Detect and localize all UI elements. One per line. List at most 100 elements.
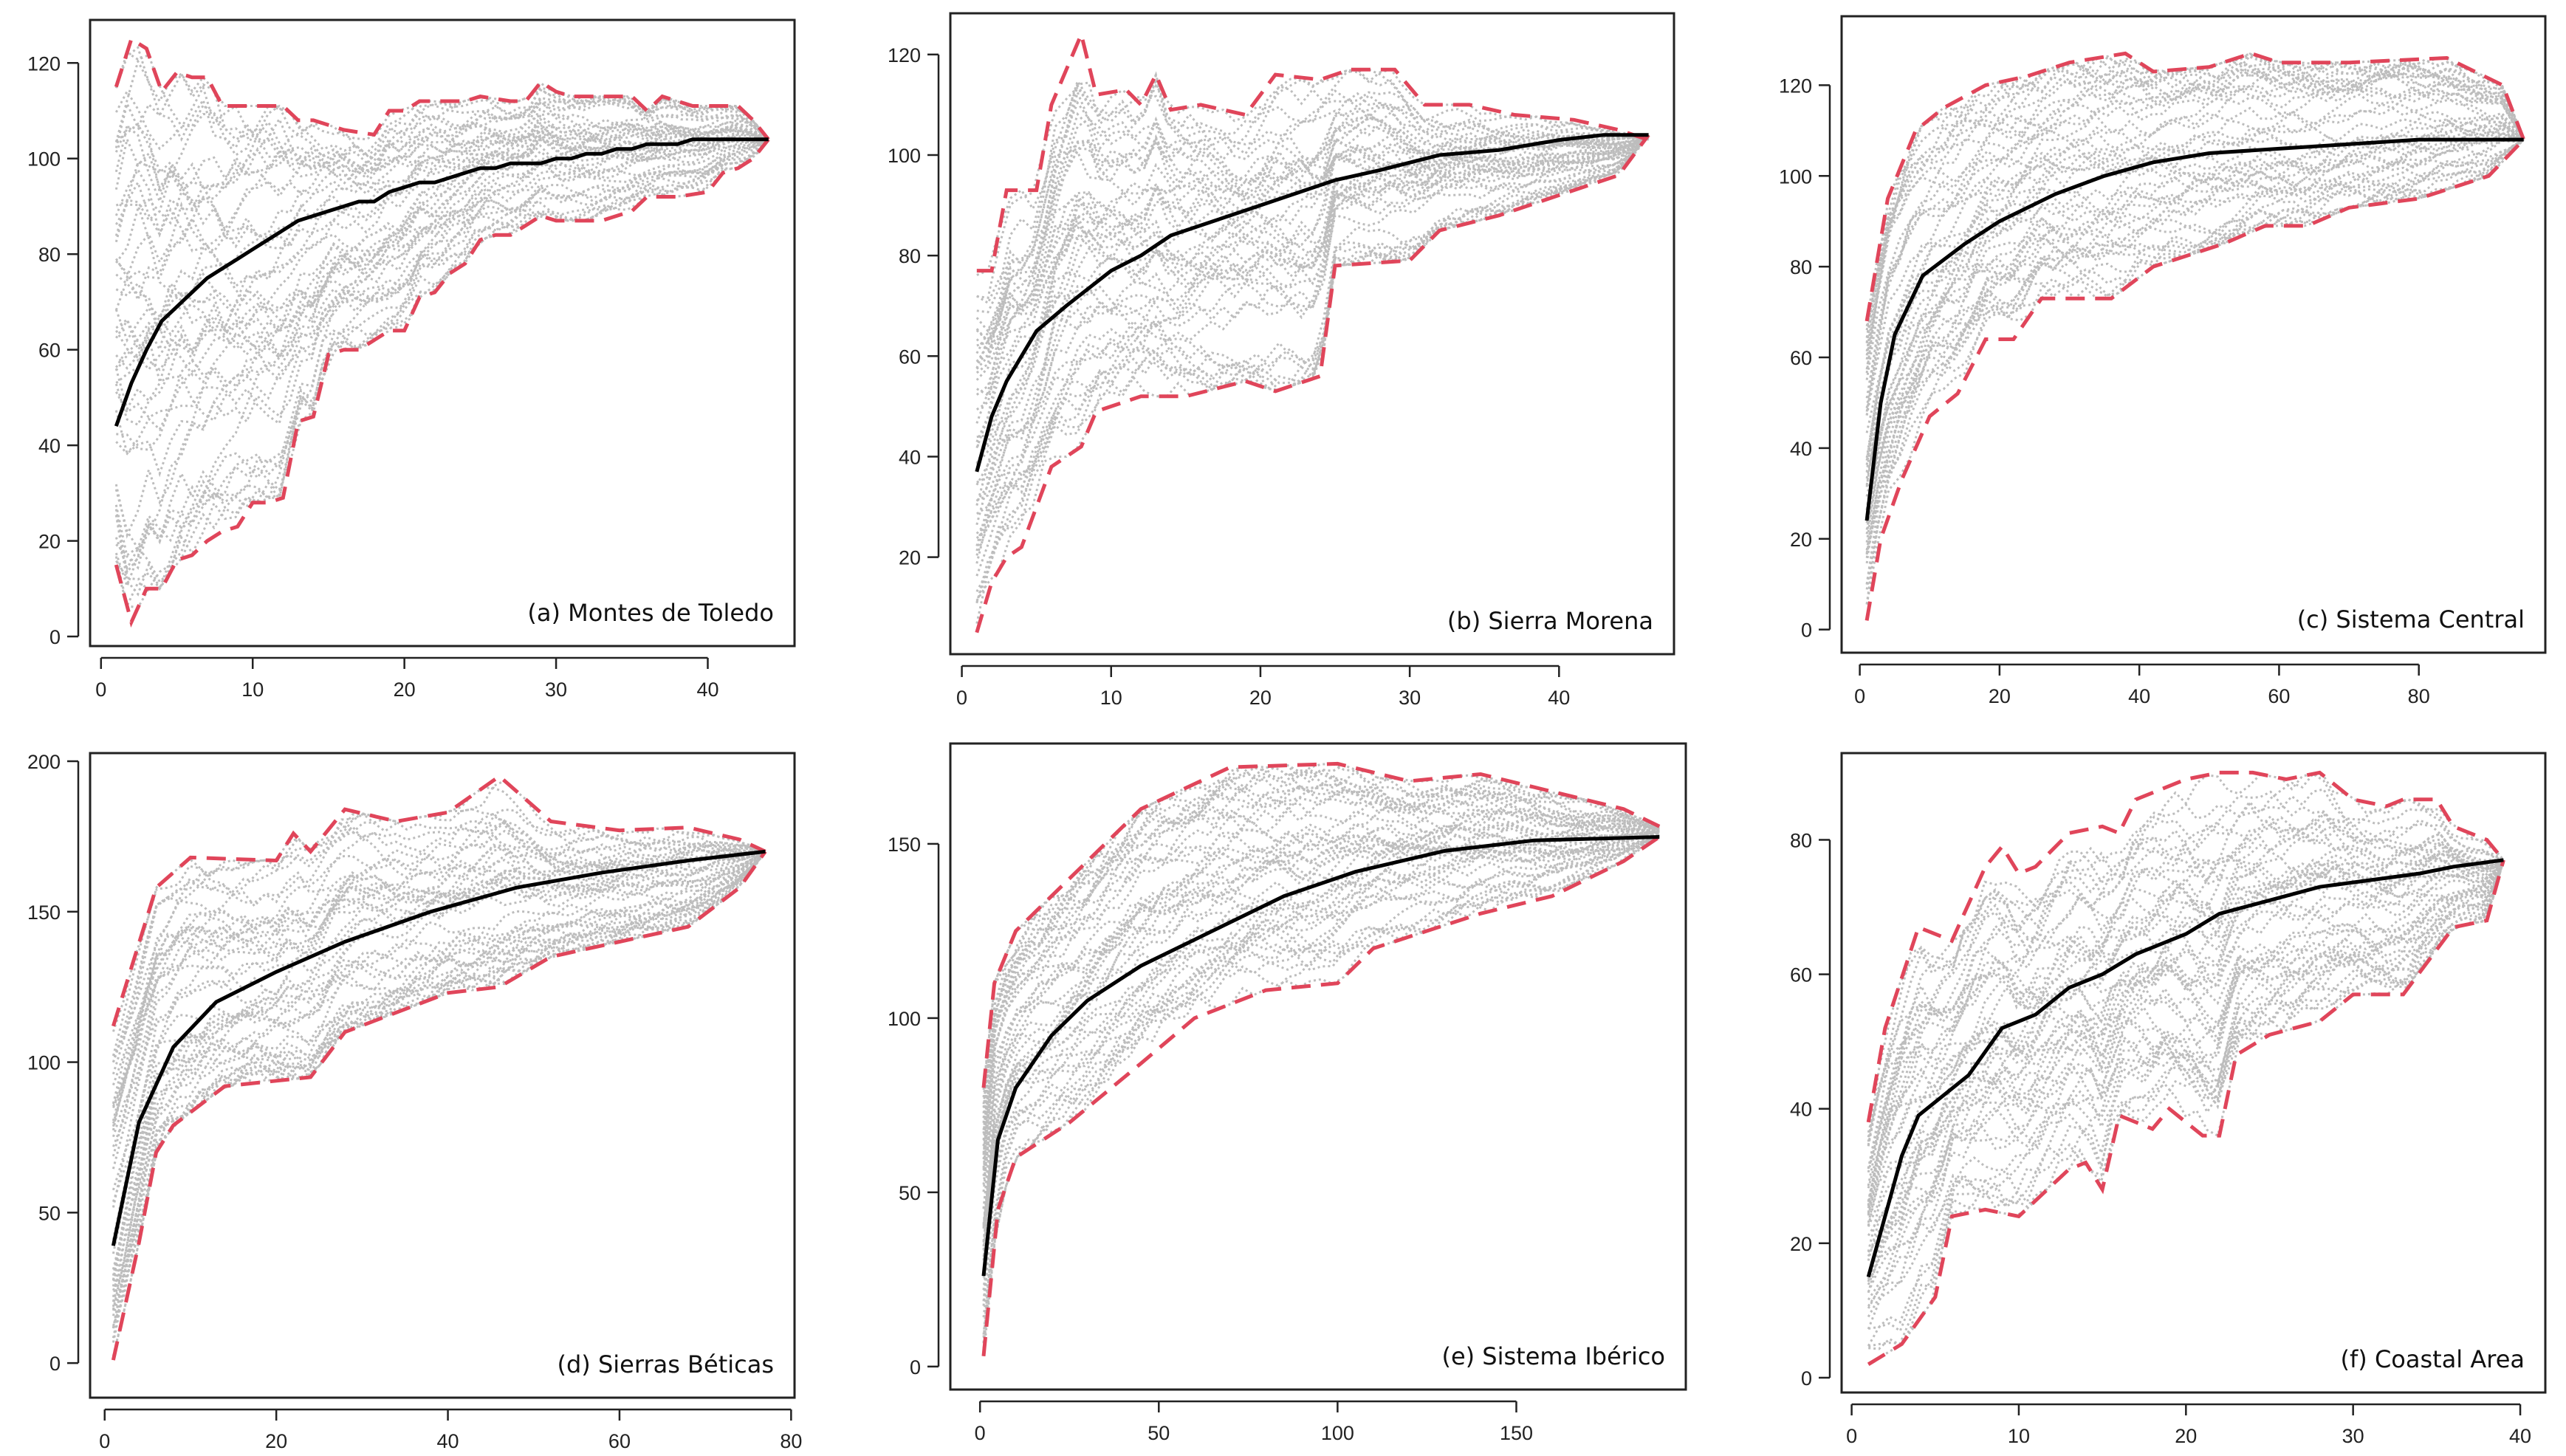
replicate-curve bbox=[112, 850, 766, 1191]
replicate-curve bbox=[1867, 859, 2505, 1309]
replicate-curve bbox=[112, 851, 766, 1270]
replicate-curve bbox=[975, 130, 1649, 424]
replicate-curve bbox=[1867, 852, 2505, 1227]
replicate-curve bbox=[112, 851, 766, 1291]
replicate-curve bbox=[975, 135, 1650, 506]
y-axis: 0 20 40 60 80 100 120 bbox=[1779, 75, 1831, 642]
x-tick-label: 30 bbox=[2342, 1425, 2364, 1447]
lower-envelope-line bbox=[114, 138, 770, 628]
panel-b: 0 10 20 30 40 20 40 60 80 100 120 (b) Sierra Morena bbox=[888, 12, 1675, 709]
replicate-curve bbox=[982, 830, 1660, 1338]
replicate-curve bbox=[975, 134, 1650, 577]
replicate-curve bbox=[1867, 859, 2505, 1282]
replicate-curve bbox=[982, 827, 1660, 1119]
replicate-curve bbox=[1867, 859, 2505, 1347]
y-tick-label: 120 bbox=[27, 52, 61, 75]
y-tick-label: 60 bbox=[1790, 347, 1812, 369]
replicate-curve bbox=[1865, 138, 2525, 605]
y-tick-label: 80 bbox=[1790, 829, 1812, 851]
replicate-curve bbox=[1865, 138, 2525, 564]
replicate-curve bbox=[1865, 52, 2525, 370]
replicate-curve bbox=[982, 828, 1660, 1192]
replicate-curves bbox=[1865, 52, 2525, 605]
plot-frame bbox=[949, 742, 1687, 1391]
replicate-curve bbox=[1865, 138, 2525, 590]
replicate-curve bbox=[114, 122, 769, 337]
y-axis: 0 50 100 150 bbox=[888, 834, 940, 1378]
replicate-curve bbox=[115, 114, 769, 363]
x-tick-label: 60 bbox=[2268, 685, 2290, 707]
x-tick-label: 0 bbox=[1846, 1425, 1857, 1447]
replicate-curve bbox=[114, 138, 769, 610]
lower-envelope-line bbox=[975, 134, 1650, 633]
y-tick-label: 50 bbox=[899, 1182, 921, 1204]
x-tick-label: 80 bbox=[780, 1430, 802, 1452]
replicate-curve bbox=[112, 848, 766, 1208]
replicate-curve bbox=[1865, 116, 2525, 511]
replicate-curve bbox=[982, 765, 1660, 1091]
replicate-curve bbox=[1865, 70, 2525, 344]
replicate-curve bbox=[982, 822, 1660, 1170]
replicate-curve bbox=[982, 785, 1660, 1108]
lower-envelope-line bbox=[1865, 138, 2525, 621]
replicate-curve bbox=[982, 769, 1660, 1147]
replicate-curves bbox=[114, 45, 769, 610]
y-axis: 0 20 40 60 80 bbox=[1790, 829, 1831, 1390]
replicate-curve bbox=[114, 129, 769, 249]
x-tick-label: 10 bbox=[241, 679, 264, 701]
replicate-curve bbox=[115, 131, 769, 422]
replicate-curve bbox=[114, 121, 769, 478]
replicate-curve bbox=[112, 851, 766, 1280]
x-tick-label: 0 bbox=[1854, 685, 1865, 707]
replicate-curve bbox=[975, 134, 1650, 604]
upper-envelope-line bbox=[112, 774, 766, 1027]
y-tick-label: 0 bbox=[49, 626, 61, 648]
replicate-curve bbox=[112, 812, 766, 1032]
replicate-curve bbox=[112, 851, 766, 1287]
panel-title: (b) Sierra Morena bbox=[1447, 607, 1653, 635]
plot-frame bbox=[1840, 752, 2547, 1394]
y-tick-label: 120 bbox=[888, 44, 921, 66]
y-tick-label: 20 bbox=[38, 531, 61, 553]
panel-title: (d) Sierras Béticas bbox=[558, 1350, 775, 1378]
replicate-curve bbox=[976, 117, 1649, 397]
replicate-curve bbox=[1865, 138, 2525, 605]
replicate-curve bbox=[1867, 859, 2505, 1226]
replicate-curve bbox=[1865, 55, 2525, 331]
plot-frame bbox=[1840, 15, 2547, 654]
x-axis: 0 10 20 30 40 bbox=[956, 665, 1570, 709]
lower-envelope-line bbox=[1867, 859, 2505, 1366]
replicate-curve bbox=[982, 834, 1660, 1306]
y-tick-label: 100 bbox=[1779, 165, 1812, 188]
x-axis: 0 50 100 150 bbox=[975, 1400, 1533, 1444]
replicate-curve bbox=[112, 845, 766, 1105]
replicate-curves bbox=[982, 763, 1661, 1356]
replicate-curve bbox=[114, 131, 769, 570]
lower-envelope-line bbox=[111, 850, 767, 1361]
plot-frame bbox=[89, 18, 796, 648]
x-tick-label: 30 bbox=[1399, 687, 1421, 709]
replicate-curve bbox=[114, 71, 769, 162]
x-tick-label: 0 bbox=[975, 1422, 986, 1444]
replicate-curve bbox=[112, 820, 766, 1057]
lower-envelope-line bbox=[981, 835, 1661, 1356]
replicate-curve bbox=[982, 766, 1660, 1098]
x-tick-label: 40 bbox=[696, 679, 718, 701]
upper-envelope-line bbox=[1866, 770, 2505, 1123]
mean-curve-line bbox=[111, 849, 766, 1246]
replicate-curve bbox=[1867, 838, 2505, 1216]
replicate-curve bbox=[115, 138, 769, 337]
replicate-curve bbox=[1865, 106, 2525, 473]
x-tick-label: 30 bbox=[545, 679, 567, 701]
panel-a: 0 10 20 30 40 0 20 40 60 80 100 120 (a) Montes de To… bbox=[27, 18, 796, 701]
replicate-curve bbox=[975, 110, 1649, 352]
replicate-curve bbox=[1865, 110, 2525, 487]
replicate-curve bbox=[112, 851, 766, 1107]
replicate-curve bbox=[112, 844, 766, 1170]
y-tick-label: 60 bbox=[899, 346, 921, 368]
replicate-curve bbox=[975, 136, 1650, 354]
y-axis: 20 40 60 80 100 120 bbox=[888, 44, 940, 569]
replicate-curve bbox=[982, 836, 1661, 1225]
replicate-curve bbox=[975, 134, 1650, 556]
replicate-curve bbox=[112, 850, 766, 1276]
